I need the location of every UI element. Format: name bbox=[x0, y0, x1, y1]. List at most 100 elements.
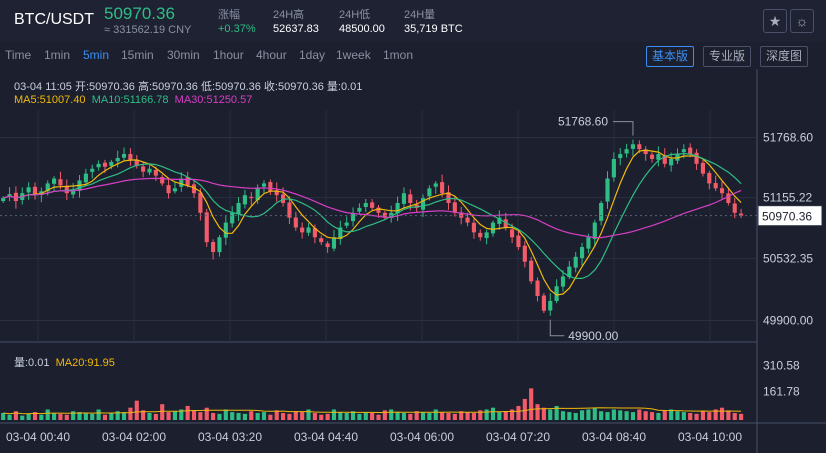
tab-time[interactable]: Time bbox=[5, 48, 32, 62]
volume-bar bbox=[179, 409, 184, 420]
candle bbox=[503, 219, 508, 228]
ma30-line bbox=[3, 177, 742, 239]
view-depth-button[interactable]: 深度图 bbox=[760, 46, 809, 67]
candle bbox=[643, 149, 648, 155]
volume-bar bbox=[64, 414, 69, 420]
tab-30min[interactable]: 30min bbox=[167, 48, 200, 62]
volume-bar bbox=[579, 410, 585, 420]
view-pro-button[interactable]: 专业版 bbox=[703, 46, 752, 67]
candle bbox=[605, 178, 610, 202]
volume-bar bbox=[90, 413, 95, 420]
volume-bar bbox=[522, 398, 527, 420]
candle bbox=[325, 243, 330, 248]
tab-1min[interactable]: 1min bbox=[44, 48, 71, 62]
candle bbox=[90, 168, 95, 172]
candle bbox=[45, 183, 50, 192]
candle bbox=[249, 196, 254, 199]
candle bbox=[433, 183, 438, 187]
volume-bar bbox=[115, 411, 120, 420]
ma-legend: MA5:51007.40 MA10:51166.78 MA30:51250.57 bbox=[14, 94, 252, 106]
volume-bar bbox=[541, 407, 546, 420]
current-price-tag bbox=[757, 205, 823, 227]
candle bbox=[592, 222, 597, 240]
volume-bar bbox=[20, 415, 25, 420]
volume-bar bbox=[465, 412, 470, 420]
candlestick-chart[interactable]: 51768.60 51155.22 50532.35 49900.00 310.58 16… bbox=[0, 69, 826, 453]
tab-5min[interactable]: 5min bbox=[83, 48, 110, 62]
low-marker-line bbox=[549, 319, 565, 337]
volume-bar bbox=[134, 400, 139, 420]
volume-bar bbox=[217, 413, 222, 420]
tab-1hour[interactable]: 1hour bbox=[213, 48, 244, 62]
tab-1week[interactable]: 1week bbox=[336, 48, 371, 62]
volume-bar bbox=[211, 412, 216, 420]
volume-bar bbox=[300, 412, 305, 420]
candle bbox=[681, 149, 686, 153]
candle bbox=[427, 188, 432, 197]
volume-bar bbox=[656, 412, 661, 420]
time-tick-label: 03-04 03:20 bbox=[198, 430, 262, 444]
theme-icon[interactable]: ☼ bbox=[790, 9, 814, 33]
volume-bar bbox=[45, 409, 50, 420]
candle bbox=[484, 232, 489, 239]
candle bbox=[363, 202, 368, 208]
candle bbox=[656, 154, 661, 160]
candle bbox=[153, 169, 158, 176]
candle bbox=[185, 177, 190, 186]
candle bbox=[204, 212, 209, 243]
low-marker-label: 49900.00 bbox=[568, 329, 618, 343]
star-icon[interactable]: ★ bbox=[763, 9, 787, 33]
volume-bar bbox=[707, 412, 712, 420]
volume-bar bbox=[77, 412, 82, 420]
candle bbox=[618, 154, 623, 159]
candle bbox=[141, 166, 146, 172]
view-basic-button[interactable]: 基本版 bbox=[646, 46, 695, 67]
tab-15min[interactable]: 15min bbox=[121, 48, 154, 62]
candle bbox=[554, 286, 559, 301]
volume-bar bbox=[382, 410, 387, 420]
candle bbox=[350, 212, 356, 222]
volume-bar bbox=[223, 409, 228, 420]
volume-bar bbox=[560, 411, 566, 420]
candle bbox=[261, 183, 267, 187]
volume-bar bbox=[141, 410, 146, 420]
pair-name[interactable]: BTC/USDT bbox=[14, 11, 94, 28]
candle bbox=[732, 203, 737, 213]
volume-bar bbox=[592, 407, 597, 420]
volume-tick-label: 161.78 bbox=[763, 385, 800, 399]
candle bbox=[510, 229, 515, 238]
volume-bar bbox=[535, 404, 540, 420]
candle bbox=[599, 202, 604, 221]
candle bbox=[26, 187, 31, 193]
volume-bar bbox=[452, 413, 457, 420]
candle bbox=[102, 162, 108, 167]
candle bbox=[198, 192, 203, 213]
candle bbox=[707, 172, 712, 184]
candle bbox=[471, 222, 476, 233]
volume-bar bbox=[26, 413, 31, 420]
candle bbox=[230, 212, 235, 224]
volume-bar bbox=[350, 411, 356, 420]
volume-bar bbox=[39, 414, 44, 420]
volume-bar bbox=[191, 410, 197, 420]
volume-bar bbox=[408, 413, 413, 420]
tab-4hour[interactable]: 4hour bbox=[256, 48, 287, 62]
volume-bar bbox=[102, 414, 108, 420]
candle bbox=[236, 202, 241, 214]
tab-1mon[interactable]: 1mon bbox=[383, 48, 414, 62]
ma5-label: MA5:51007.40 bbox=[14, 94, 86, 106]
volume-bar bbox=[83, 412, 88, 420]
candle bbox=[535, 280, 540, 296]
candle bbox=[223, 222, 228, 238]
candle bbox=[344, 222, 349, 226]
stat-label-change: 涨幅 bbox=[218, 9, 240, 21]
volume-bar bbox=[510, 409, 515, 420]
tab-1day[interactable]: 1day bbox=[299, 48, 326, 62]
volume-bar bbox=[236, 412, 241, 420]
volume-bar bbox=[331, 409, 337, 420]
volume-bar bbox=[319, 414, 324, 420]
stat-label-low: 24H低 bbox=[339, 9, 371, 21]
volume-bar bbox=[306, 409, 311, 420]
volume-bar bbox=[287, 413, 292, 420]
volume-bar bbox=[713, 409, 718, 420]
